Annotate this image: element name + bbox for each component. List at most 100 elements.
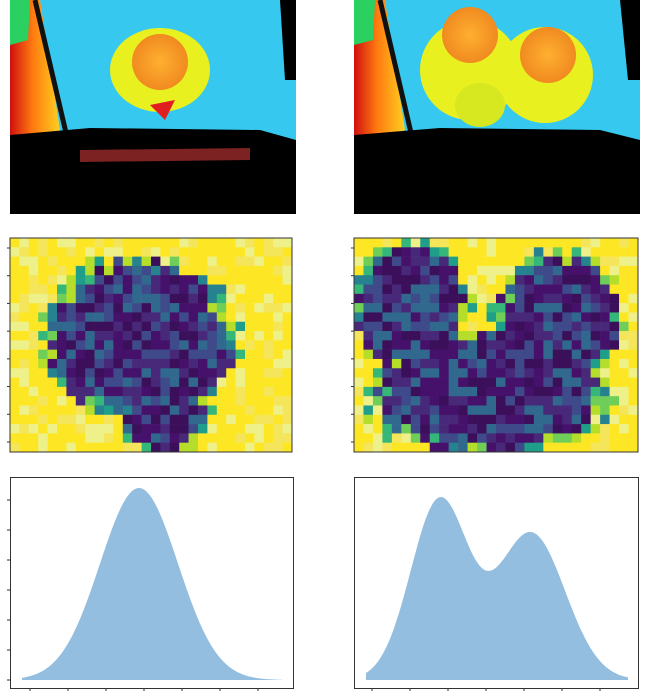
heat-cell [487,359,497,369]
heat-cell [113,443,123,453]
heat-cell [10,387,20,397]
heat-cell [581,331,591,341]
heat-cell [572,433,582,443]
heat-cell [401,396,411,406]
heat-cell [10,247,20,257]
heat-cell [170,396,180,406]
heat-cell [207,443,217,453]
heat-cell [113,247,123,257]
heat-cell [591,312,601,322]
heat-cell [123,247,133,257]
heat-cell [10,322,20,332]
heat-cell [151,387,161,397]
heat-cell [76,424,86,434]
heat-cell [57,415,67,425]
heat-cell [170,266,180,276]
heat-cell [505,303,515,313]
heat-cell [468,266,478,276]
heat-cell [273,322,283,332]
heat-cell [487,322,497,332]
heat-cell [572,303,582,313]
heat-cell [458,312,468,322]
heat-cell [245,387,255,397]
heat-cell [449,312,459,322]
heat-cell [132,312,142,322]
heat-cell [468,387,478,397]
heat-cell [515,340,525,350]
heat-cell [477,405,487,415]
heat-cell [198,275,208,285]
heat-cell [420,368,430,378]
heat-cell [543,331,553,341]
heat-cell [189,285,199,295]
heat-cell [236,266,246,276]
heat-cell [543,368,553,378]
heat-cell [283,322,293,332]
heat-cell [226,424,236,434]
heat-cell [236,340,246,350]
heat-cell [132,387,142,397]
heat-cell [591,443,601,453]
heat-cell [236,294,246,304]
heat-cell [543,378,553,388]
heat-cell [132,285,142,295]
heat-cell [610,331,620,341]
heat-cell [581,415,591,425]
heat-cell [160,285,170,295]
heat-cell [236,350,246,360]
heat-cell [207,257,217,267]
heat-cell [543,257,553,267]
heat-cell [581,285,591,295]
heat-cell [217,238,227,248]
heat-cell [515,285,525,295]
heat-cell [458,443,468,453]
heat-cell [217,340,227,350]
heat-cell [505,331,515,341]
heat-cell [401,331,411,341]
heat-cell [29,359,39,369]
heat-cell [151,415,161,425]
heat-cell [48,368,58,378]
heat-cell [543,285,553,295]
heat-cell [189,331,199,341]
heat-cell [264,387,274,397]
heat-cell [629,294,639,304]
heat-cell [629,433,639,443]
heat-cell [10,368,20,378]
heat-cell [283,331,293,341]
heat-cell [562,368,572,378]
heat-cell [562,405,572,415]
heat-cell [189,359,199,369]
heat-cell [151,322,161,332]
heat-cell [553,238,563,248]
heat-cell [189,405,199,415]
heat-cell [123,285,133,295]
heat-cell [132,359,142,369]
heat-cell [477,443,487,453]
heat-cell [420,340,430,350]
heat-cell [179,359,189,369]
heat-cell [411,312,421,322]
heat-cell [66,378,76,388]
heat-cell [273,387,283,397]
heat-cell [477,340,487,350]
heat-cell [170,368,180,378]
heat-cell [420,238,430,248]
heat-cell [496,415,506,425]
heat-cell [487,405,497,415]
heat-cell [534,247,544,257]
heat-cell [57,275,67,285]
heat-cell [392,322,402,332]
heat-cell [562,331,572,341]
heat-cell [245,340,255,350]
heat-cell [515,266,525,276]
heat-cell [610,350,620,360]
heat-cell [610,433,620,443]
heat-cell [189,424,199,434]
heat-cell [57,322,67,332]
heat-cell [160,275,170,285]
heat-cell [458,275,468,285]
heat-cell [629,368,639,378]
heat-cell [420,424,430,434]
heat-cell [600,433,610,443]
